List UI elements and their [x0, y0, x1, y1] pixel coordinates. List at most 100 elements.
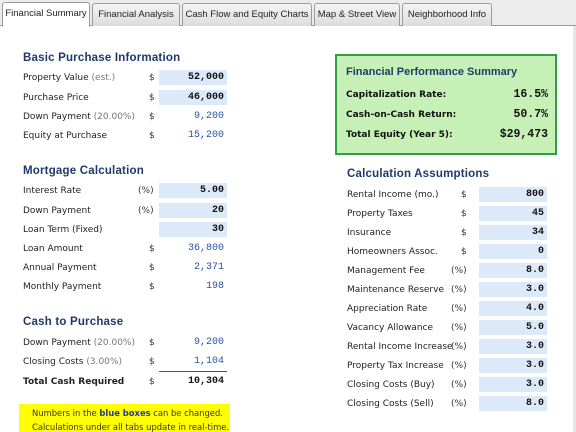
total-equity-value: $29,473 [499, 128, 548, 141]
loan-term-row: Loan Term (Fixed) 30 [23, 222, 233, 238]
equity-at-purchase-label: Equity at Purchase [23, 131, 108, 141]
loan-amount-value: 36,800 [187, 243, 224, 254]
scrollbar-edge[interactable] [573, 26, 576, 432]
assumption-row: Homeowners Assoc. $ 0 [347, 244, 547, 260]
down-payment-row: Down Payment (20.00%) $ 9,200 [23, 109, 233, 125]
assumption-unit: (%) [451, 342, 467, 352]
assumption-unit: (%) [451, 361, 467, 371]
property-value-row: Property Value (est.) $ 52,000 [23, 70, 233, 86]
homeowners-assoc-input[interactable]: 0 [479, 244, 547, 259]
assumption-row: Closing Costs (Sell) (%) 8.0 [347, 396, 547, 412]
assumption-row: Property Taxes $ 45 [347, 206, 547, 222]
property-value-input[interactable]: 52,000 [159, 70, 227, 85]
assumption-row: Rental Income (mo.) $ 800 [347, 187, 547, 203]
annual-payment-label: Annual Payment [23, 263, 97, 273]
assumption-row: Maintenance Reserve (%) 3.0 [347, 282, 547, 298]
percent-unit: (%) [138, 186, 154, 196]
currency-symbol: $ [149, 263, 155, 273]
currency-symbol: $ [149, 282, 155, 292]
cap-rate-label: Capitalization Rate: [346, 90, 447, 100]
assumption-row: Closing Costs (Buy) (%) 3.0 [347, 377, 547, 393]
purchase-price-label: Purchase Price [23, 93, 89, 103]
cash-on-cash-row: Cash-on-Cash Return: 50.7% [346, 107, 548, 123]
assumption-label: Rental Income (mo.) [347, 190, 439, 200]
basic-purchase-title: Basic Purchase Information [23, 52, 181, 64]
interest-rate-row: Interest Rate (%) 5.00 [23, 183, 233, 199]
rental-income-increase-input[interactable]: 3.0 [479, 339, 547, 354]
mortgage-down-payment-input[interactable]: 20 [159, 203, 227, 218]
assumption-row: Insurance $ 34 [347, 225, 547, 241]
assumption-unit: $ [461, 228, 467, 238]
purchase-price-input[interactable]: 46,000 [159, 90, 227, 105]
cash-down-payment-label: Down Payment (20.00%) [23, 338, 135, 348]
assumption-label: Insurance [347, 228, 392, 238]
interest-rate-input[interactable]: 5.00 [159, 183, 227, 198]
total-divider [159, 371, 227, 372]
down-payment-value: 9,200 [193, 111, 224, 122]
closing-costs-sell-input[interactable]: 8.0 [479, 396, 547, 411]
cash-on-cash-label: Cash-on-Cash Return: [346, 110, 457, 120]
cash-down-payment-row: Down Payment (20.00%) $ 9,200 [23, 335, 233, 351]
purchase-price-row: Purchase Price $ 46,000 [23, 90, 233, 106]
assumption-unit: (%) [451, 304, 467, 314]
annual-payment-row: Annual Payment $ 2,371 [23, 260, 233, 276]
cap-rate-row: Capitalization Rate: 16.5% [346, 87, 548, 103]
assumption-row: Rental Income Increase (%) 3.0 [347, 339, 547, 355]
tab-financial-analysis[interactable]: Financial Analysis [92, 3, 180, 26]
loan-amount-row: Loan Amount $ 36,800 [23, 241, 233, 257]
assumption-unit: (%) [451, 285, 467, 295]
assumption-label: Maintenance Reserve [347, 285, 444, 295]
monthly-payment-value: 198 [205, 281, 224, 292]
assumption-unit: (%) [451, 266, 467, 276]
tab-financial-summary[interactable]: Financial Summary [2, 2, 90, 27]
assumption-unit: $ [461, 209, 467, 219]
loan-amount-label: Loan Amount [23, 244, 83, 254]
loan-term-input[interactable]: 30 [159, 222, 227, 237]
tab-bar: Financial Summary Financial Analysis Cas… [0, 0, 576, 27]
rental-income-input[interactable]: 800 [479, 187, 547, 202]
assumption-label: Closing Costs (Buy) [347, 380, 435, 390]
assumption-label: Closing Costs (Sell) [347, 399, 434, 409]
assumption-row: Property Tax Increase (%) 3.0 [347, 358, 547, 374]
assumption-row: Appreciation Rate (%) 4.0 [347, 301, 547, 317]
monthly-payment-row: Monthly Payment $ 198 [23, 279, 233, 295]
appreciation-rate-input[interactable]: 4.0 [479, 301, 547, 316]
loan-term-label: Loan Term (Fixed) [23, 225, 103, 235]
property-value-label: Property Value (est.) [23, 73, 116, 83]
currency-symbol: $ [149, 112, 155, 122]
monthly-payment-label: Monthly Payment [23, 282, 102, 292]
total-cash-value: 10,304 [187, 376, 224, 387]
cash-down-payment-value: 9,200 [193, 337, 224, 348]
tab-map-street-view[interactable]: Map & Street View [314, 3, 400, 26]
vacancy-allowance-input[interactable]: 5.0 [479, 320, 547, 335]
assumption-unit: (%) [451, 323, 467, 333]
total-cash-row: Total Cash Required $ 10,304 [23, 374, 233, 390]
tab-neighborhood-info[interactable]: Neighborhood Info [402, 3, 492, 26]
mortgage-down-payment-label: Down Payment [23, 206, 91, 216]
cap-rate-value: 16.5% [513, 88, 548, 101]
assumption-label: Appreciation Rate [347, 304, 428, 314]
management-fee-input[interactable]: 8.0 [479, 263, 547, 278]
interest-rate-label: Interest Rate [23, 186, 82, 196]
closing-costs-buy-input[interactable]: 3.0 [479, 377, 547, 392]
assumption-unit: $ [461, 190, 467, 200]
currency-symbol: $ [149, 131, 155, 141]
insurance-input[interactable]: 34 [479, 225, 547, 240]
financial-performance-summary: Financial Performance Summary Capitaliza… [335, 54, 557, 155]
tab-cash-flow-equity-charts[interactable]: Cash Flow and Equity Charts [182, 3, 312, 26]
assumption-label: Rental Income Increase [347, 342, 453, 352]
currency-symbol: $ [149, 93, 155, 103]
property-tax-increase-input[interactable]: 3.0 [479, 358, 547, 373]
total-equity-label: Total Equity (Year 5): [346, 130, 453, 140]
property-taxes-input[interactable]: 45 [479, 206, 547, 221]
down-payment-label: Down Payment (20.00%) [23, 112, 135, 122]
total-equity-row: Total Equity (Year 5): $29,473 [346, 127, 548, 143]
cash-on-cash-value: 50.7% [513, 108, 548, 121]
total-cash-label: Total Cash Required [23, 377, 125, 387]
hint-line-1: Numbers in the blue boxes can be changed… [32, 408, 223, 418]
closing-costs-value: 1,104 [193, 356, 224, 367]
assumption-row: Management Fee (%) 8.0 [347, 263, 547, 279]
mortgage-calculation-title: Mortgage Calculation [23, 165, 144, 177]
maintenance-reserve-input[interactable]: 3.0 [479, 282, 547, 297]
assumption-unit: $ [461, 247, 467, 257]
